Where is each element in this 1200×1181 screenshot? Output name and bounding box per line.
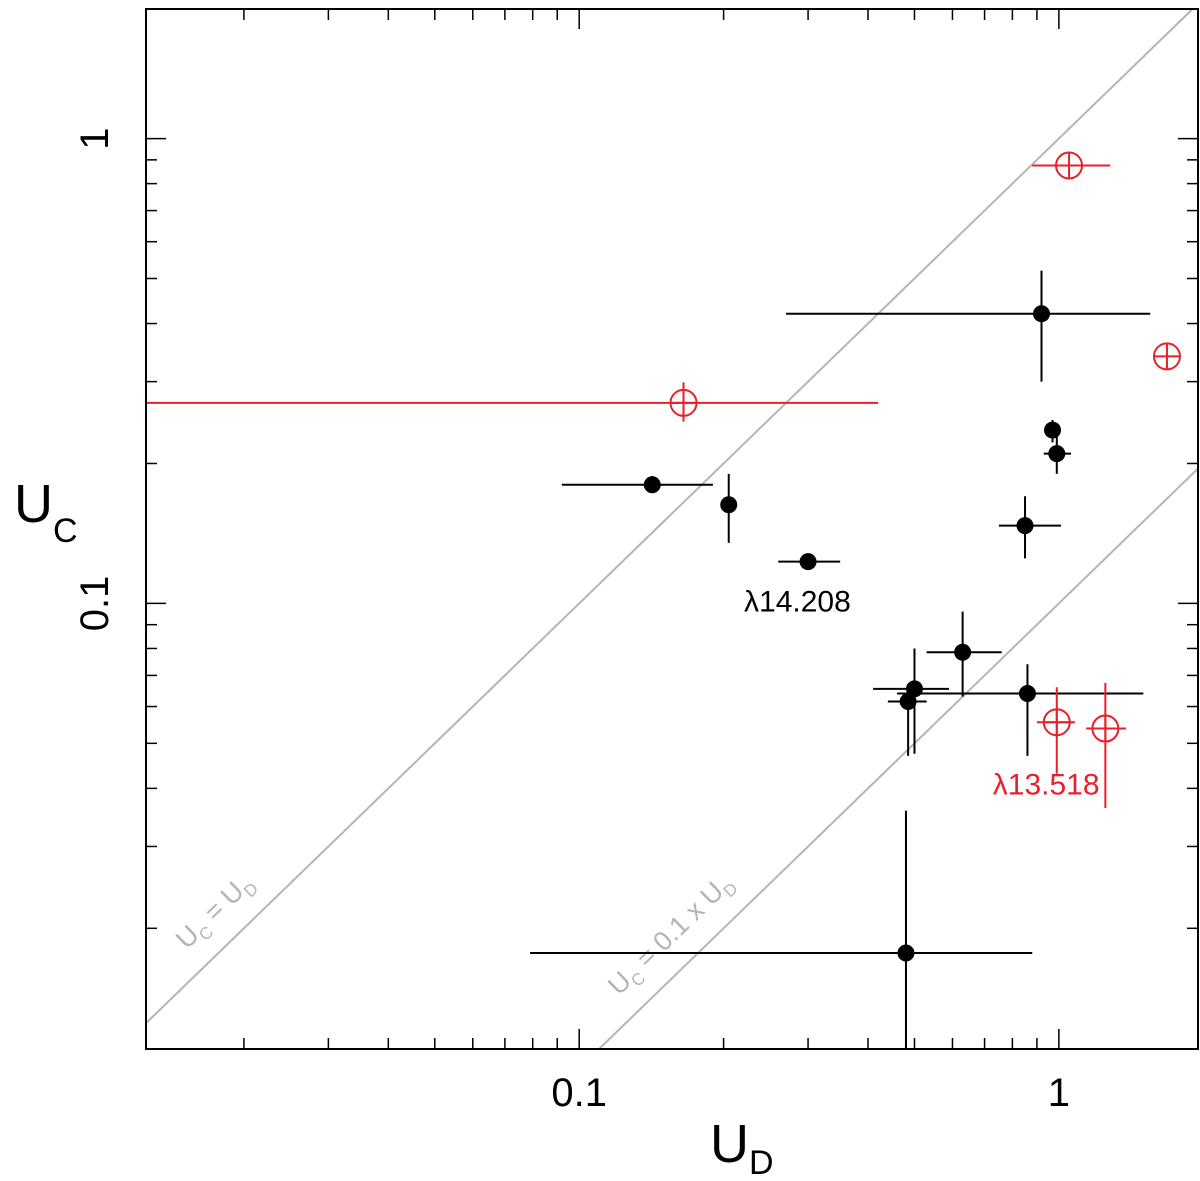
x-axis-title-sub: D <box>749 1144 774 1181</box>
open-crossed-marker <box>1055 151 1084 180</box>
y-tick-label: 0.1 <box>73 576 117 632</box>
reference-line-1 <box>145 8 1194 1024</box>
data-point <box>1044 421 1062 439</box>
open-crossed-marker <box>1091 714 1120 743</box>
x-tick-label: 1 <box>1048 1071 1070 1115</box>
y-axis-title-main: U <box>14 474 53 534</box>
reference-line-2 <box>598 467 1199 1050</box>
data-point <box>1048 445 1066 463</box>
data-point <box>1033 305 1051 323</box>
data-point <box>897 944 915 962</box>
y-axis-title-sub: C <box>53 512 78 550</box>
x-axis-title: UD <box>710 1114 774 1181</box>
annotation-label: λ14.208 <box>744 586 851 619</box>
annotation-label: λ13.518 <box>993 768 1100 801</box>
open-crossed-marker <box>669 388 698 417</box>
data-point <box>720 496 738 514</box>
error-bars <box>146 164 1151 1049</box>
reference-line-label-2: UC = 0.1 x UD <box>602 867 742 1004</box>
axis-ticks: 0.1 1 0.1 1 <box>73 9 1198 1115</box>
x-axis-title-main: U <box>710 1114 749 1174</box>
data-point <box>1018 685 1036 703</box>
data-point <box>899 693 917 711</box>
data-point <box>954 643 972 661</box>
data-point <box>905 680 923 698</box>
x-tick-label: 0.1 <box>551 1071 607 1115</box>
y-tick-label: 1 <box>73 127 117 149</box>
data-point <box>799 553 817 571</box>
data-point <box>1016 517 1034 535</box>
open-crossed-marker <box>1042 708 1071 737</box>
reference-line-label-1: UC = UD <box>170 867 262 958</box>
data-points <box>643 151 1181 962</box>
open-crossed-marker <box>1152 342 1181 371</box>
annotations: λ14.208 λ13.518 <box>744 586 1099 802</box>
ref-label-mid: = 0.1 x U <box>625 876 729 978</box>
y-axis-title: UC <box>14 474 78 550</box>
plot-frame <box>145 8 1199 1050</box>
data-point <box>643 476 661 494</box>
